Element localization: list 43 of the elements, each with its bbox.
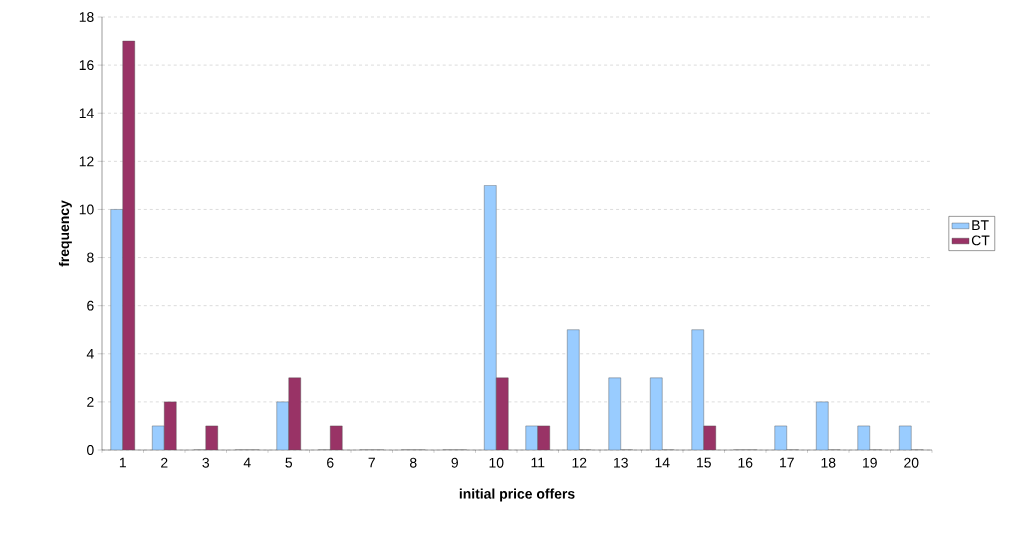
x-tick-label: 13 xyxy=(614,457,628,468)
x-tick-label: 1 xyxy=(119,457,126,468)
x-tick-label: 17 xyxy=(780,457,794,468)
y-tick-label: 12 xyxy=(79,156,94,167)
x-tick-label: 11 xyxy=(531,457,545,468)
x-tick-label: 10 xyxy=(489,457,504,468)
y-tick-label: 8 xyxy=(87,252,94,263)
y-tick-label: 0 xyxy=(87,445,94,455)
bar xyxy=(122,40,135,450)
bar xyxy=(608,377,621,450)
y-tick-label: 16 xyxy=(79,60,94,71)
y-tick-label: 14 xyxy=(79,108,94,119)
x-tick-label: 18 xyxy=(821,457,836,468)
x-tick-label: 5 xyxy=(285,457,293,468)
x-tick-label: 8 xyxy=(409,457,417,468)
x-tick-label: 7 xyxy=(368,457,375,468)
y-tick-label: 6 xyxy=(87,300,94,311)
bar xyxy=(691,329,704,450)
x-tick-label: 15 xyxy=(697,457,711,468)
x-tick-label: 14 xyxy=(655,457,670,468)
x-axis-title: initial price offers xyxy=(459,488,575,502)
bar xyxy=(110,209,123,450)
x-tick-label: 19 xyxy=(863,457,877,468)
bar xyxy=(650,377,663,450)
bar xyxy=(496,377,509,450)
x-tick-label: 20 xyxy=(904,457,919,468)
x-tick-label: 12 xyxy=(572,457,587,468)
legend-label: BT xyxy=(972,220,989,230)
y-tick-label: 2 xyxy=(87,397,94,407)
y-axis-title: frequency xyxy=(58,200,72,267)
y-tick-label: 18 xyxy=(79,12,94,22)
y-tick-label: 10 xyxy=(79,204,94,215)
x-tick-label: 6 xyxy=(327,457,334,468)
x-tick-label: 2 xyxy=(161,457,168,468)
bar xyxy=(567,329,580,450)
bar xyxy=(484,185,497,450)
x-tick-label: 3 xyxy=(202,457,210,468)
y-tick-label: 4 xyxy=(86,348,94,359)
x-tick-label: 4 xyxy=(243,457,251,468)
x-tick-label: 16 xyxy=(738,457,753,468)
bar xyxy=(288,377,301,450)
x-tick-label: 9 xyxy=(451,457,458,468)
legend-label: CT xyxy=(971,235,990,246)
